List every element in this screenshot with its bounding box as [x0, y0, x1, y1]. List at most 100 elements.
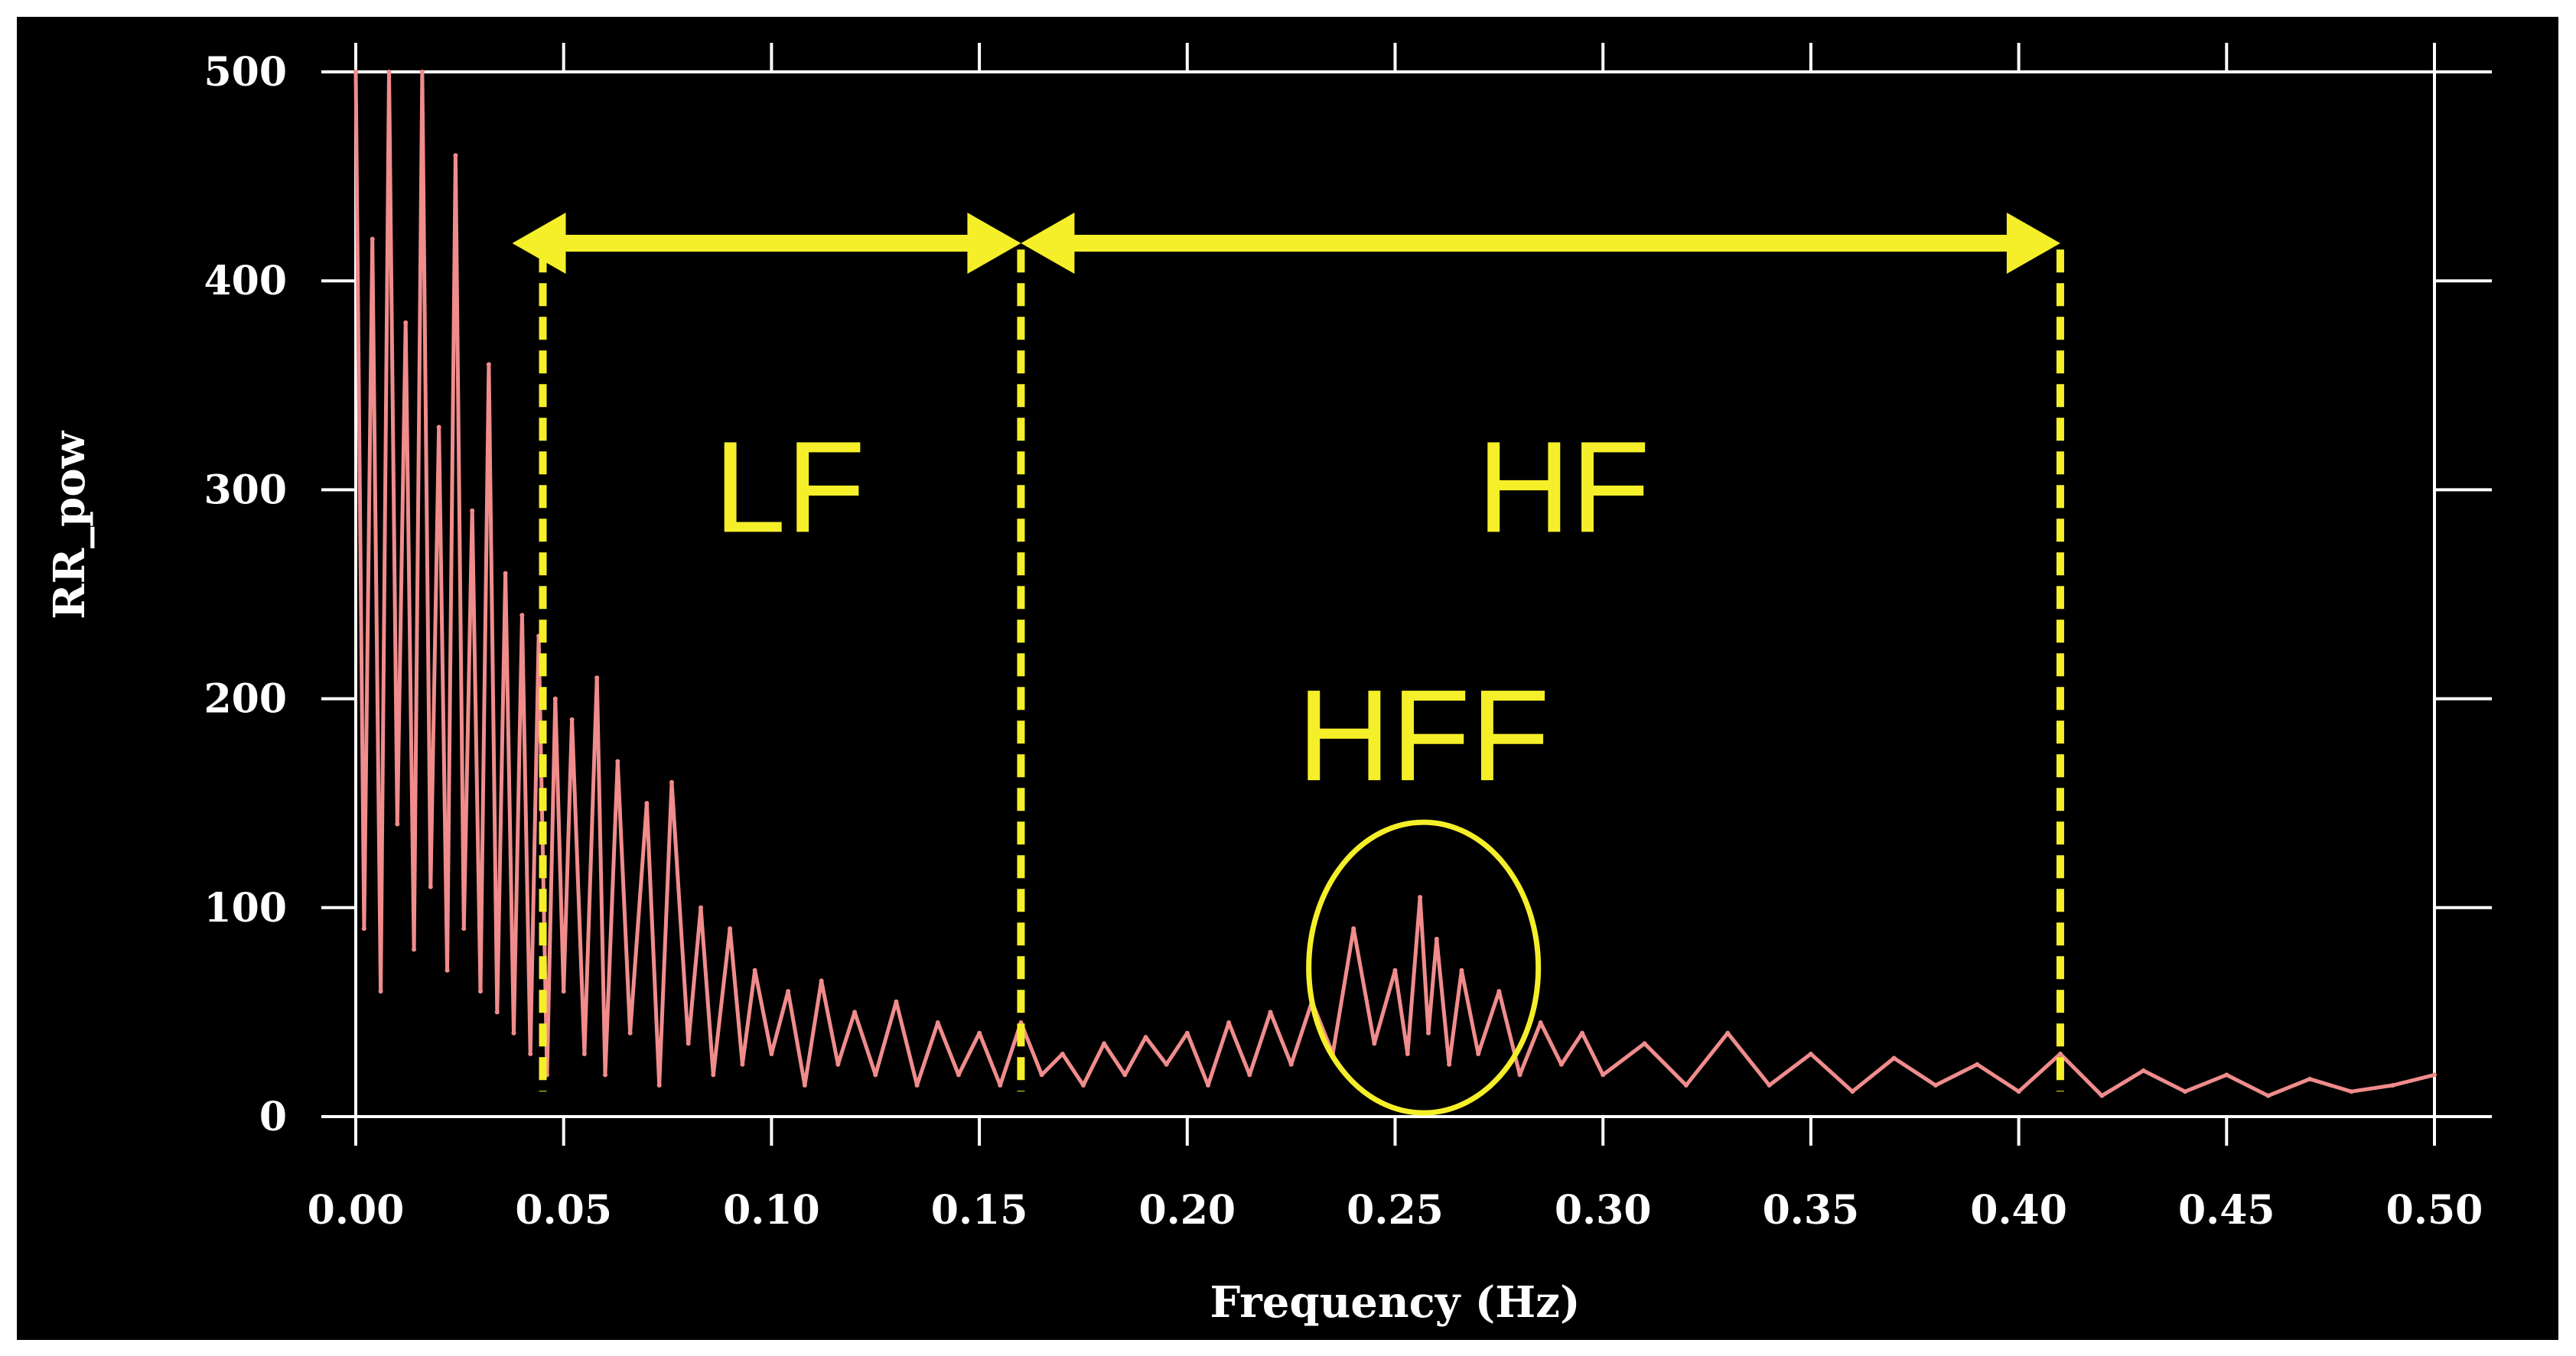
spectrum-point — [1143, 1035, 1148, 1040]
hff-label: HFF — [1297, 663, 1549, 808]
spectrum-point — [1580, 1030, 1585, 1036]
arrow-head-right — [967, 213, 1021, 275]
spectrum-point — [1351, 926, 1356, 932]
spectrum-point — [1476, 1052, 1481, 1057]
spectrum-point — [627, 1030, 633, 1036]
spectrum-point — [511, 1030, 516, 1036]
spectrum-point — [1122, 1072, 1128, 1078]
spectrum-point — [1425, 1030, 1431, 1036]
spectrum-point — [412, 947, 417, 952]
spectrum-point — [594, 675, 600, 681]
x-tick-label: 0.45 — [2178, 1187, 2275, 1234]
spectrum-point — [786, 989, 791, 994]
spectrum-point — [1164, 1062, 1169, 1067]
spectrum-point — [453, 153, 458, 158]
x-tick-label: 0.10 — [723, 1187, 820, 1234]
spectrum-point — [894, 999, 899, 1004]
spectrum-point — [728, 926, 733, 932]
spectrum-point — [914, 1083, 920, 1088]
y-tick-label: 300 — [204, 467, 287, 513]
spectrum-point — [2349, 1089, 2354, 1094]
x-tick-label: 0.35 — [1763, 1187, 1860, 1234]
chart: 0.00 0.05 0.10 0.15 0.20 0.25 0.30 0.35 0.40 0.45… — [44, 43, 2492, 1328]
spectrum-point — [378, 989, 383, 994]
spectrum-point — [1808, 1052, 1813, 1057]
hf-band-arrow — [1021, 213, 2060, 275]
spectrum-point — [503, 571, 508, 576]
spectrum-point — [2057, 1052, 2063, 1057]
x-tick-label: 0.05 — [515, 1187, 612, 1234]
spectrum-point — [353, 70, 358, 74]
spectrum-point — [2307, 1076, 2312, 1081]
spectrum-point — [403, 320, 409, 325]
spectrum-point — [519, 613, 525, 618]
spectrum-point — [581, 1052, 587, 1057]
spectrum-point — [1405, 1052, 1410, 1057]
spectrum-point — [1642, 1041, 1647, 1046]
y-tick-label: 500 — [204, 49, 287, 96]
spectrum-point — [1459, 967, 1464, 973]
x-tick-label: 0.50 — [2386, 1187, 2483, 1234]
spectrum-point — [1102, 1041, 1107, 1046]
spectrum-point — [686, 1041, 691, 1046]
spectrum-point — [669, 779, 674, 785]
spectrum-point — [528, 1052, 533, 1057]
plot-area: 0.00 0.05 0.10 0.15 0.20 0.25 0.30 0.35 0.40 0.45… — [17, 17, 2558, 1340]
spectrum-line — [353, 70, 2435, 1098]
spectrum-point — [2224, 1072, 2229, 1078]
spectrum-point — [494, 1010, 500, 1015]
spectrum-point — [2390, 1083, 2395, 1088]
spectrum-point — [956, 1072, 961, 1078]
spectrum-point — [740, 1062, 745, 1067]
spectrum-point — [428, 884, 433, 889]
arrow-head-left — [512, 213, 566, 275]
arrow-head-right — [2006, 213, 2060, 275]
spectrum-point — [1975, 1062, 1980, 1067]
hff-highlight-ellipse — [1306, 819, 1542, 1116]
spectrum-point — [1538, 1020, 1543, 1026]
spectrum-point — [1601, 1072, 1606, 1078]
spectrum-point — [1933, 1083, 1938, 1088]
spectrum-point — [1372, 1041, 1377, 1046]
spectrum-point — [552, 696, 558, 701]
spectrum-point — [436, 424, 441, 430]
spectrum-point — [361, 926, 366, 932]
spectrum-point — [2182, 1089, 2187, 1094]
y-tick-label: 200 — [204, 676, 287, 723]
spectrum-point — [1039, 1072, 1044, 1078]
spectrum-point — [419, 70, 425, 74]
spectrum-point — [2099, 1093, 2105, 1098]
spectrum-point — [1496, 989, 1502, 994]
x-axis-title: Frequency (Hz) — [1210, 1277, 1581, 1328]
spectrum-point — [998, 1083, 1003, 1088]
spectrum-point — [873, 1072, 878, 1078]
spectrum-point — [699, 905, 704, 910]
spectrum-point — [752, 967, 757, 973]
spectrum-point — [395, 821, 400, 827]
lf-band-arrow — [512, 213, 1021, 275]
band-label-hf: HF — [1477, 415, 1650, 560]
annotations: LF HF HFF — [512, 213, 2064, 1116]
spectrum-point — [2141, 1068, 2146, 1073]
spectrum-point — [1850, 1089, 1855, 1094]
x-tick-label: 0.30 — [1555, 1187, 1652, 1234]
spectrum-point — [1434, 936, 1439, 941]
spectrum-point — [445, 967, 450, 973]
spectrum-point — [802, 1083, 807, 1088]
spectrum-point — [1891, 1055, 1897, 1061]
y-tick-label: 0 — [259, 1094, 287, 1140]
spectrum-point — [1268, 1010, 1273, 1015]
spectrum-point — [1767, 1083, 1772, 1088]
spectrum-point — [769, 1052, 774, 1057]
series-layer — [353, 70, 2437, 1098]
spectrum-point — [561, 989, 566, 994]
spectrum-point — [2265, 1093, 2271, 1098]
spectrum-point — [470, 508, 475, 513]
y-tick-label: 100 — [204, 885, 287, 932]
x-tick-label: 0.40 — [1970, 1187, 2067, 1234]
x-tick-label: 0.00 — [308, 1187, 405, 1234]
spectrum-point — [935, 1020, 940, 1026]
spectrum-point — [370, 236, 375, 242]
spectrum-point — [852, 1010, 858, 1015]
spectrum-point — [1447, 1062, 1452, 1067]
